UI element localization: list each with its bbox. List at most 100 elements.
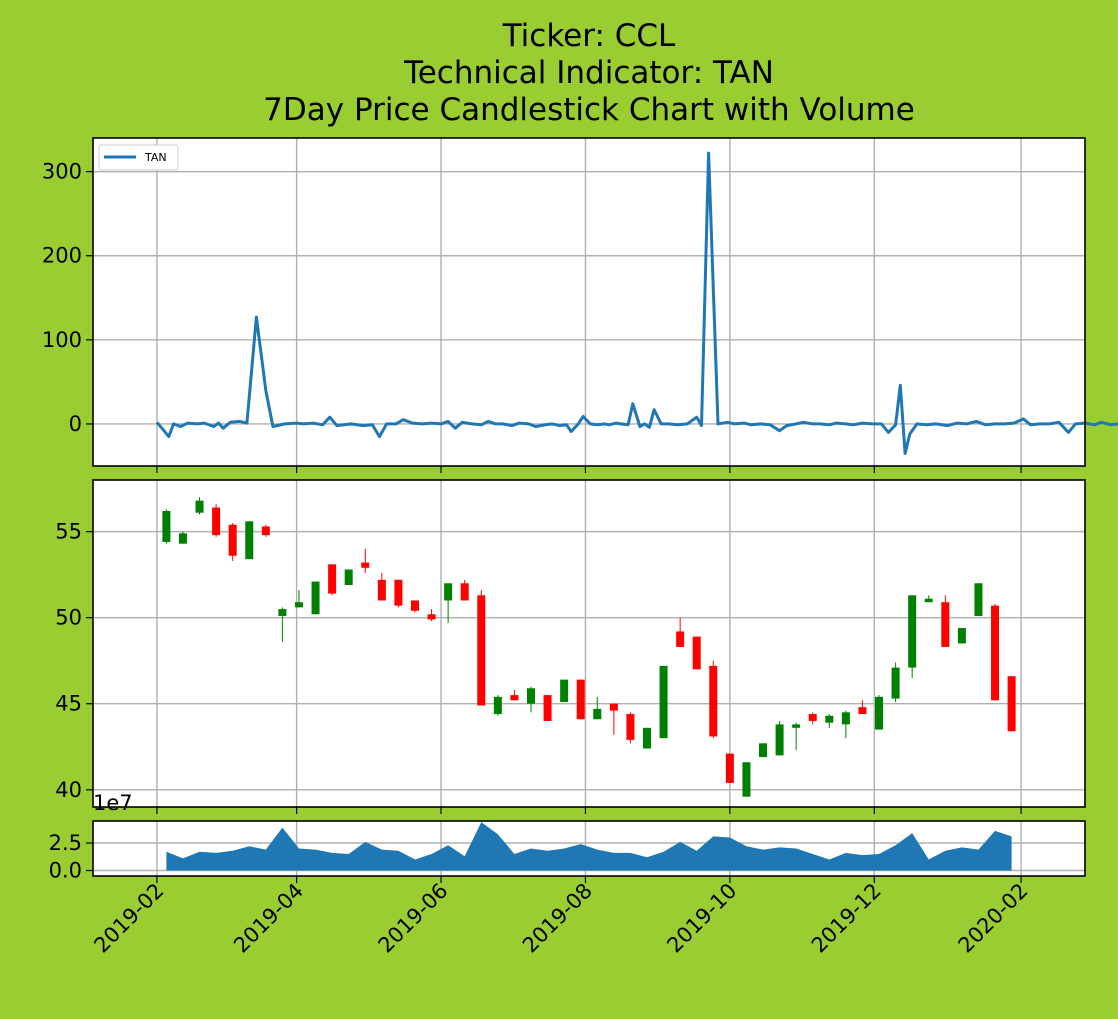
candle-body: [576, 679, 585, 720]
indicator-y-tick-label: 100: [42, 328, 82, 352]
indicator-panel: 0 100 200 300: [42, 137, 1118, 473]
candlestick: [891, 662, 900, 703]
candle-body: [858, 707, 867, 715]
candle-body: [178, 533, 187, 544]
candlestick: [709, 660, 718, 739]
candle-body: [742, 762, 751, 797]
indicator-y-tick-label: 200: [42, 244, 82, 268]
candlestick: [626, 712, 635, 744]
candle-body: [825, 715, 834, 723]
candle-body: [792, 724, 801, 728]
volume-y-tick-label: 2.5: [49, 831, 82, 855]
candle-body: [908, 595, 917, 668]
candlestick: [410, 600, 419, 613]
candle-body: [460, 583, 469, 601]
panel-background: [93, 480, 1085, 807]
candlestick: [460, 579, 469, 601]
candlestick: [394, 579, 403, 608]
candlestick: [195, 497, 204, 515]
candle-body: [775, 724, 784, 756]
candle-body: [991, 605, 1000, 701]
candle-body: [974, 583, 983, 616]
candlestick: [858, 700, 867, 715]
candlestick: [178, 531, 187, 544]
candle-body: [394, 579, 403, 606]
candle-body: [361, 562, 370, 568]
candle-body: [609, 703, 618, 711]
candle-body: [709, 665, 718, 737]
candlestick: [328, 564, 337, 596]
candle-body: [841, 712, 850, 725]
candle-body: [626, 714, 635, 740]
candle-body: [692, 636, 701, 670]
candlestick: [278, 607, 287, 642]
price-panel: 40 45 50 55: [55, 479, 1086, 814]
candle-body: [659, 665, 668, 739]
candle-body: [228, 524, 237, 556]
candlestick: [991, 603, 1000, 701]
candlestick: [344, 569, 353, 585]
candle-body: [510, 695, 519, 701]
candlestick: [659, 665, 668, 739]
candle-body: [410, 600, 419, 611]
candle-body: [328, 564, 337, 594]
candlestick: [775, 720, 784, 756]
candlestick: [742, 762, 751, 797]
price-y-tick-label: 50: [55, 606, 82, 630]
candlestick: [228, 523, 237, 561]
candlestick: [957, 628, 966, 644]
candlestick: [444, 583, 453, 623]
candle-body: [493, 696, 502, 715]
candle-body: [245, 521, 254, 560]
candle-body: [560, 679, 569, 703]
candlestick: [759, 743, 768, 758]
candle-body: [212, 507, 221, 536]
candlestick: [245, 521, 254, 560]
candle-body: [543, 695, 552, 721]
candlestick: [560, 679, 569, 703]
candlestick: [593, 696, 602, 720]
candle-body: [444, 583, 453, 601]
candlestick: [294, 590, 303, 608]
candle-body: [162, 510, 171, 542]
candle-body: [808, 714, 817, 721]
candle-body: [891, 667, 900, 699]
candlestick: [941, 595, 950, 647]
candle-body: [311, 581, 320, 615]
legend-box: [98, 144, 179, 171]
candlestick: [792, 722, 801, 751]
candlestick: [676, 617, 685, 647]
candlestick: [361, 548, 370, 573]
title-line-2: Technical Indicator: TAN: [403, 55, 774, 91]
price-y-tick-label: 45: [55, 692, 82, 716]
candle-body: [427, 614, 436, 620]
candlestick: [692, 636, 701, 670]
candle-body: [759, 743, 768, 758]
title-line-1: Ticker: CCL: [502, 18, 676, 54]
candle-body: [195, 500, 204, 513]
candle-body: [377, 579, 386, 601]
panel-frame: [92, 137, 1086, 467]
title-line-3: 7Day Price Candlestick Chart with Volume: [263, 92, 915, 128]
candle-body: [477, 595, 486, 706]
panel-frame: [92, 479, 1086, 808]
candlestick: [427, 609, 436, 622]
panel-frame: [92, 820, 1086, 877]
candle-body: [526, 688, 535, 704]
candle-body: [344, 569, 353, 585]
candlestick: [311, 581, 320, 615]
volume-panel: 0.02.5: [49, 820, 1086, 883]
candlestick: [974, 583, 983, 616]
candle-body: [924, 598, 933, 603]
candlestick: [377, 572, 386, 601]
candle-body: [957, 628, 966, 644]
candlestick: [908, 595, 917, 678]
candlestick: [510, 689, 519, 701]
candlestick: [477, 590, 486, 706]
panel-background: [93, 138, 1085, 466]
candle-body: [725, 753, 734, 783]
candlestick: [643, 727, 652, 749]
price-y-tick-label: 55: [55, 520, 82, 544]
indicator-y-tick-label: 0: [69, 412, 82, 436]
